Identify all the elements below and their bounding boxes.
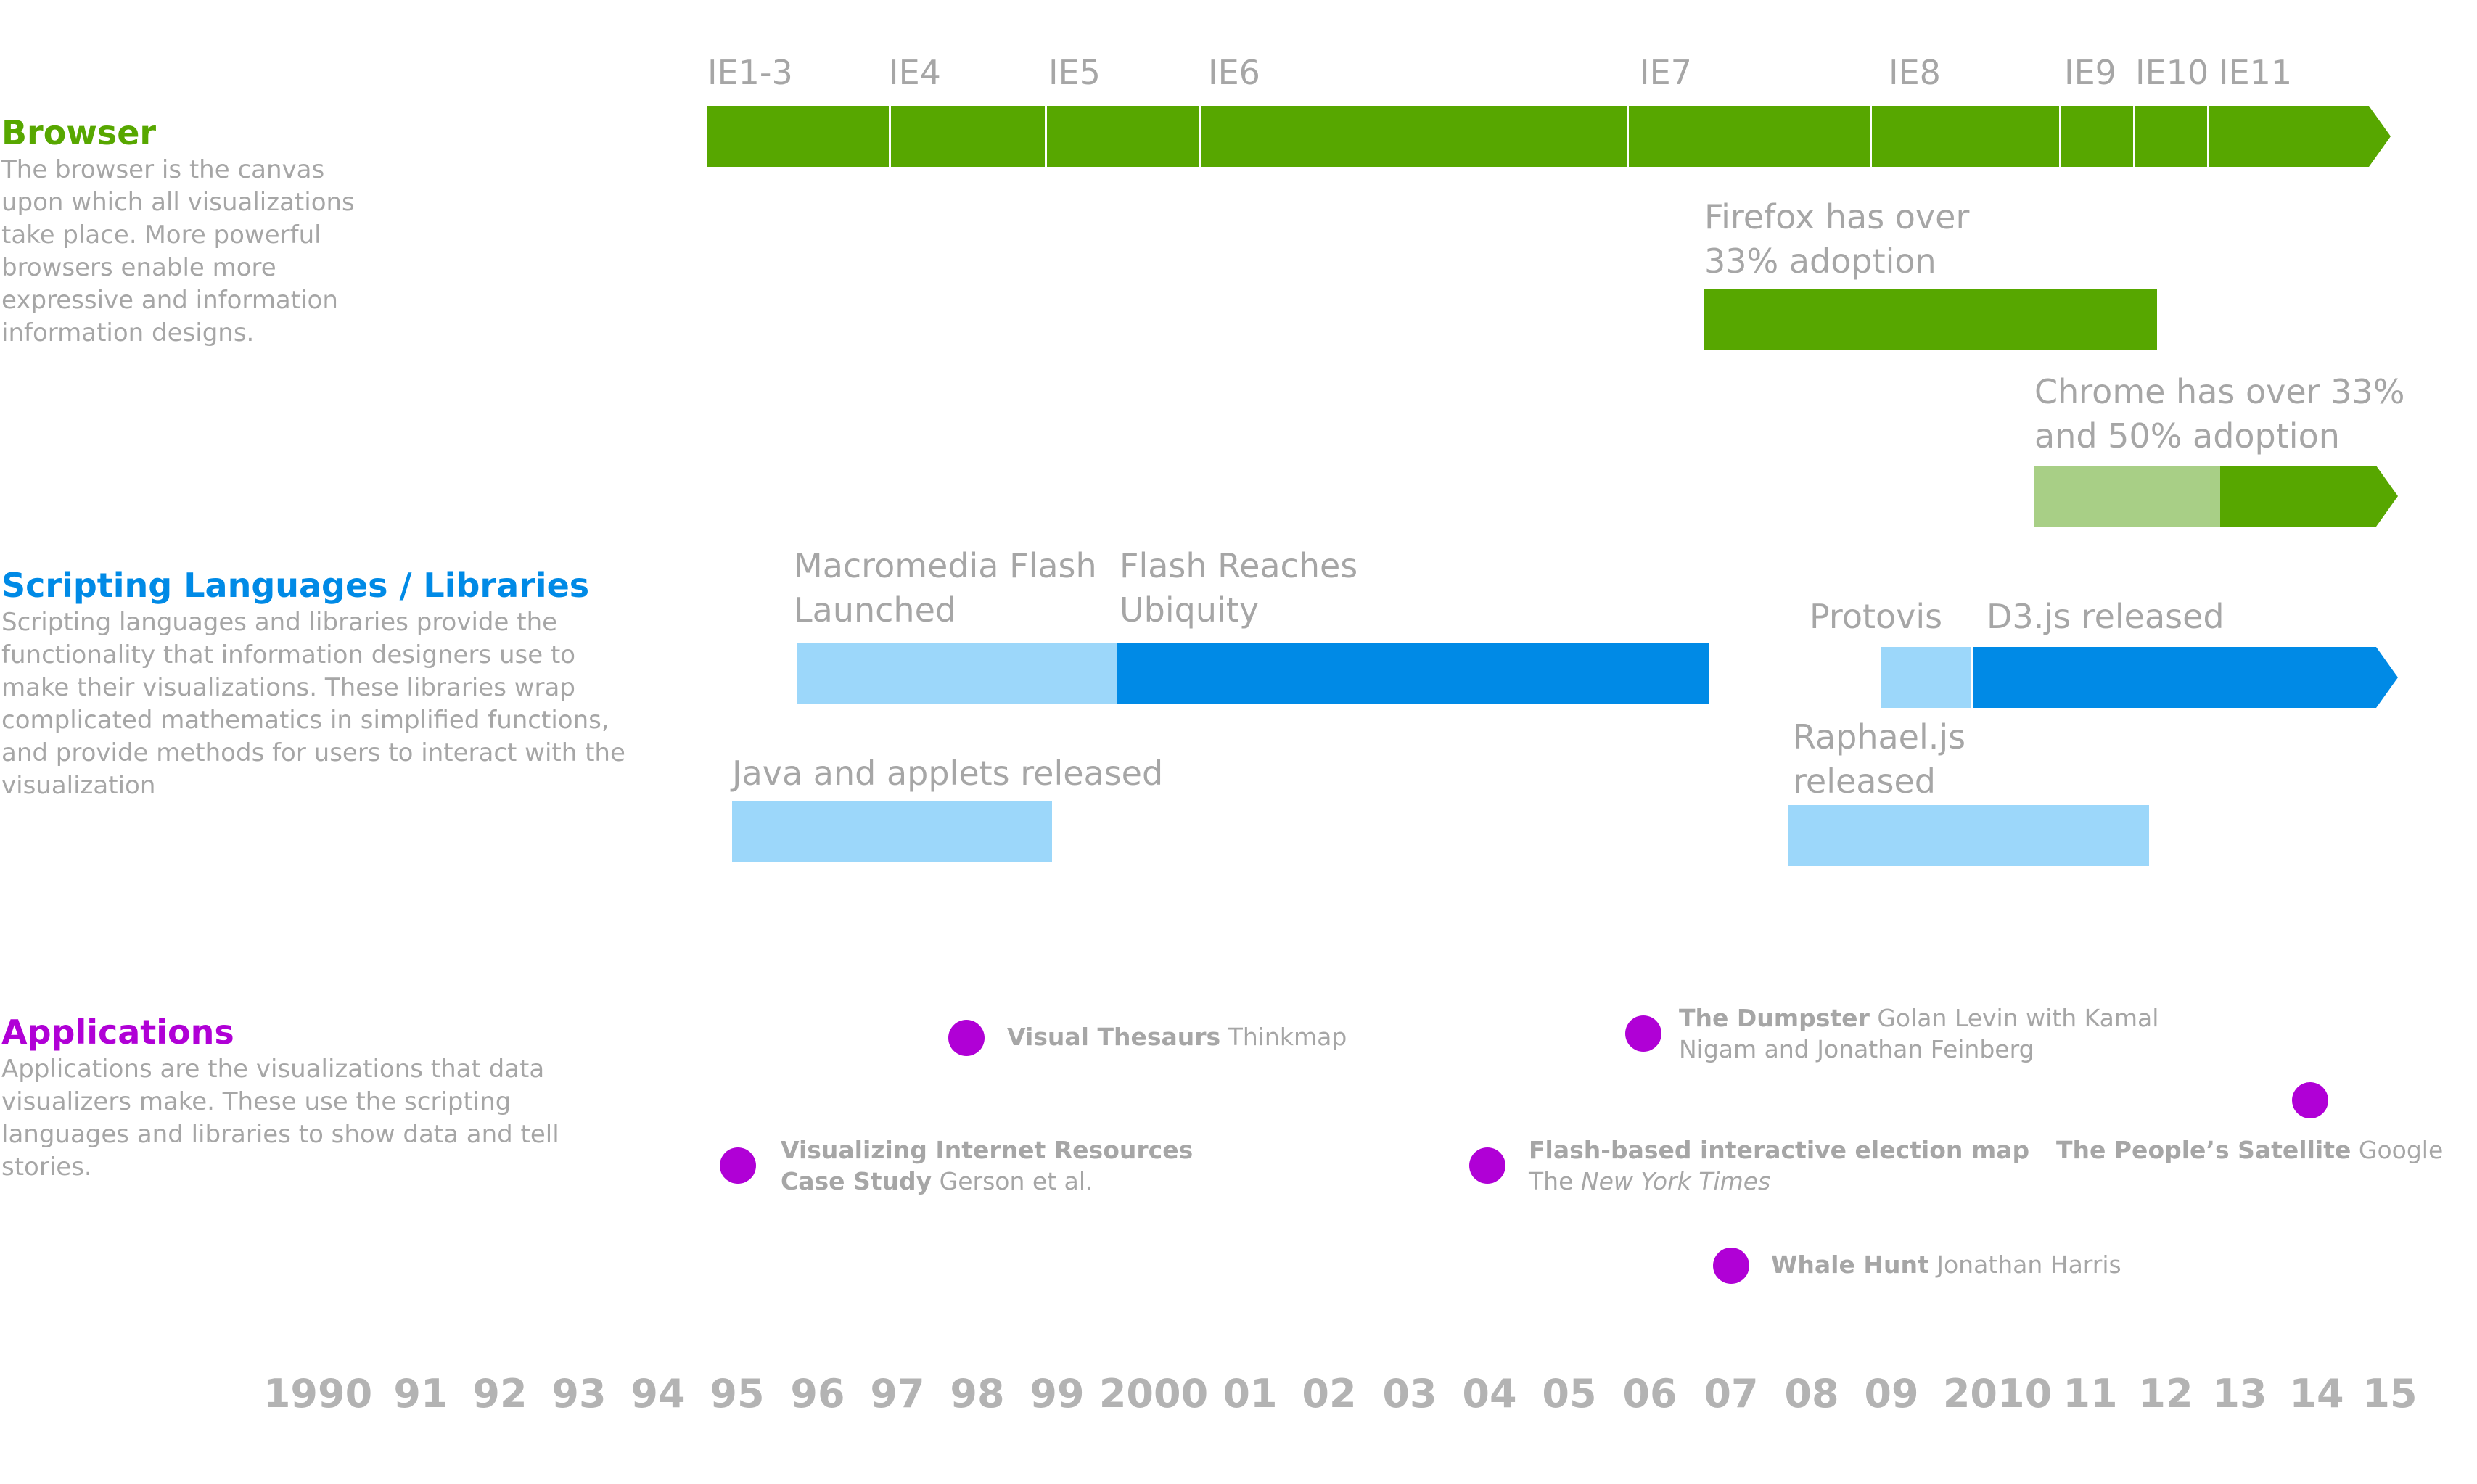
year-tick-label: 07 [1704, 1371, 1759, 1417]
scripting-section-description: Scripting languages and libraries provid… [1, 608, 625, 800]
ie-bar [2061, 106, 2133, 167]
raphael-released-label: Raphael.js released [1793, 717, 1966, 801]
app-marker-dot [2292, 1082, 2328, 1118]
ie-label: IE5 [1048, 53, 1101, 92]
year-tick-label: 02 [1302, 1371, 1357, 1417]
browser-section-description: The browser is the canvas upon which all… [1, 155, 355, 347]
app-author: Google [2358, 1136, 2444, 1164]
year-tick-label: 93 [551, 1371, 607, 1417]
chrome-33-percent-bar [2034, 466, 2220, 527]
year-tick-label: 06 [1622, 1371, 1677, 1417]
applications-section-title: Applications [1, 1013, 234, 1052]
year-tick-label: 2000 [1098, 1371, 1209, 1417]
year-tick-label: 04 [1462, 1371, 1517, 1417]
ie-label: IE1-3 [707, 53, 793, 92]
year-tick-label: 96 [790, 1371, 845, 1417]
d3-released-bar-arrow [1973, 647, 2398, 708]
protovis-label: Protovis [1810, 597, 1943, 636]
app-marker-dot [1469, 1147, 1505, 1184]
year-tick-label: 15 [2362, 1371, 2418, 1417]
ie-label: IE4 [889, 53, 941, 92]
flash-launched-bar [797, 643, 1117, 704]
app-author-italic: New York Times [1580, 1167, 1771, 1195]
ie-bar [1872, 106, 2059, 167]
flash-ubiquity-label: Flash Reaches Ubiquity [1120, 546, 1358, 630]
protovis-bar [1881, 647, 1971, 708]
app-title: Visualizing Internet Resources Case Stud… [781, 1136, 1194, 1195]
java-applets-bar [732, 801, 1052, 862]
firefox-adoption-bar [1704, 289, 2157, 350]
ie-label: IE10 [2135, 53, 2209, 92]
ie-bar [891, 106, 1045, 167]
app-marker-dot [720, 1147, 756, 1184]
chrome-50-percent-bar-arrow [2220, 466, 2398, 527]
year-tick-label: 09 [1864, 1371, 1919, 1417]
firefox-adoption-label: Firefox has over 33% adoption [1704, 197, 1970, 281]
year-tick-label: 11 [2063, 1371, 2118, 1417]
year-tick-label: 97 [870, 1371, 925, 1417]
year-tick-label: 2010 [1942, 1371, 2053, 1417]
ie-label: IE7 [1640, 53, 1692, 92]
year-tick-label: 95 [710, 1371, 765, 1417]
app-flash-election-map: Flash-based interactive election map The … [1529, 1134, 2051, 1197]
java-applets-label: Java and applets released [732, 754, 1164, 793]
year-tick-label: 03 [1382, 1371, 1437, 1417]
flash-launched-label: Macromedia Flash Launched [794, 546, 1097, 630]
year-tick-label: 92 [472, 1371, 527, 1417]
scripting-section-title: Scripting Languages / Libraries [1, 566, 590, 605]
ie-label: IE8 [1889, 53, 1941, 92]
app-author: Thinkmap [1228, 1023, 1347, 1051]
year-tick-label: 12 [2138, 1371, 2193, 1417]
flash-ubiquity-bar [1117, 643, 1709, 704]
app-title: Whale Hunt [1771, 1250, 1929, 1279]
ie-bar [2135, 106, 2207, 167]
app-author-prefix: The [1529, 1167, 1574, 1195]
ie-bar [1201, 106, 1627, 167]
year-tick-label: 14 [2289, 1371, 2344, 1417]
app-marker-dot [1713, 1248, 1749, 1284]
app-marker-dot [948, 1020, 985, 1056]
year-tick-label: 08 [1784, 1371, 1839, 1417]
app-author: Jonathan Harris [1936, 1250, 2121, 1279]
applications-section-description: Applications are the visualizations that… [1, 1055, 559, 1182]
year-tick-label: 98 [950, 1371, 1005, 1417]
year-tick-label: 99 [1030, 1371, 1085, 1417]
app-marker-dot [1625, 1015, 1661, 1052]
app-title: The People’s Satellite [2056, 1136, 2351, 1164]
year-tick-label: 1990 [263, 1371, 373, 1417]
ie-bar [707, 106, 889, 167]
year-tick-label: 01 [1223, 1371, 1278, 1417]
ie-bar-arrow [2209, 106, 2391, 167]
ie-label: IE9 [2064, 53, 2116, 92]
app-visual-thesaurus: Visual Thesaurs Thinkmap [1007, 1021, 1347, 1052]
app-author: Gerson et al. [939, 1167, 1093, 1195]
year-tick-label: 13 [2212, 1371, 2267, 1417]
raphael-released-bar [1788, 805, 2149, 866]
app-visualizing-internet-resources: Visualizing Internet Resources Case Stud… [781, 1134, 1245, 1197]
d3-released-label: D3.js released [1987, 597, 2225, 636]
year-tick-label: 91 [393, 1371, 448, 1417]
app-title: The Dumpster [1679, 1004, 1870, 1032]
ie-bar [1629, 106, 1870, 167]
app-whale-hunt: Whale Hunt Jonathan Harris [1771, 1249, 2121, 1280]
app-title: Visual Thesaurs [1007, 1023, 1221, 1051]
app-title: Flash-based interactive election map [1529, 1136, 2030, 1164]
year-tick-label: 94 [630, 1371, 686, 1417]
browser-section-title: Browser [1, 113, 157, 152]
app-author: Golan Levin with Kamal Nigam and Jonatha… [1679, 1004, 2159, 1063]
ie-label: IE11 [2219, 53, 2293, 92]
chrome-adoption-label: Chrome has over 33% and 50% adoption [2034, 372, 2405, 455]
ie-label: IE6 [1208, 53, 1260, 92]
app-peoples-satellite: The People’s Satellite Google [2056, 1134, 2443, 1166]
year-tick-label: 05 [1542, 1371, 1597, 1417]
app-the-dumpster: The Dumpster Golan Levin with Kamal Niga… [1679, 1002, 2187, 1065]
ie-bar [1047, 106, 1199, 167]
